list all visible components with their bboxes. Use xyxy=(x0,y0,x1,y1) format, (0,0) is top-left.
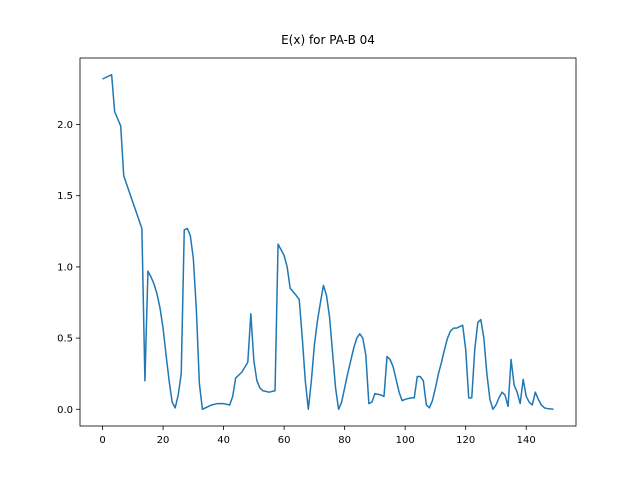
x-tick-label: 60 xyxy=(278,435,291,446)
x-tick-label: 0 xyxy=(99,435,105,446)
x-tick-label: 140 xyxy=(517,435,536,446)
chart-title: E(x) for PA-B 04 xyxy=(281,33,375,47)
y-tick-label: 0.5 xyxy=(57,334,73,345)
y-tick-label: 1.5 xyxy=(57,191,73,202)
x-tick-label: 100 xyxy=(396,435,415,446)
data-line xyxy=(102,73,554,411)
y-tick-label: 1.0 xyxy=(57,262,73,273)
plot-frame xyxy=(79,57,577,427)
x-tick-label: 120 xyxy=(456,435,475,446)
x-tick-label: 80 xyxy=(338,435,351,446)
x-tick-label: 40 xyxy=(217,435,230,446)
y-tick-label: 2.0 xyxy=(57,120,73,131)
x-tick-label: 20 xyxy=(157,435,170,446)
y-tick-label: 0.0 xyxy=(57,405,73,416)
